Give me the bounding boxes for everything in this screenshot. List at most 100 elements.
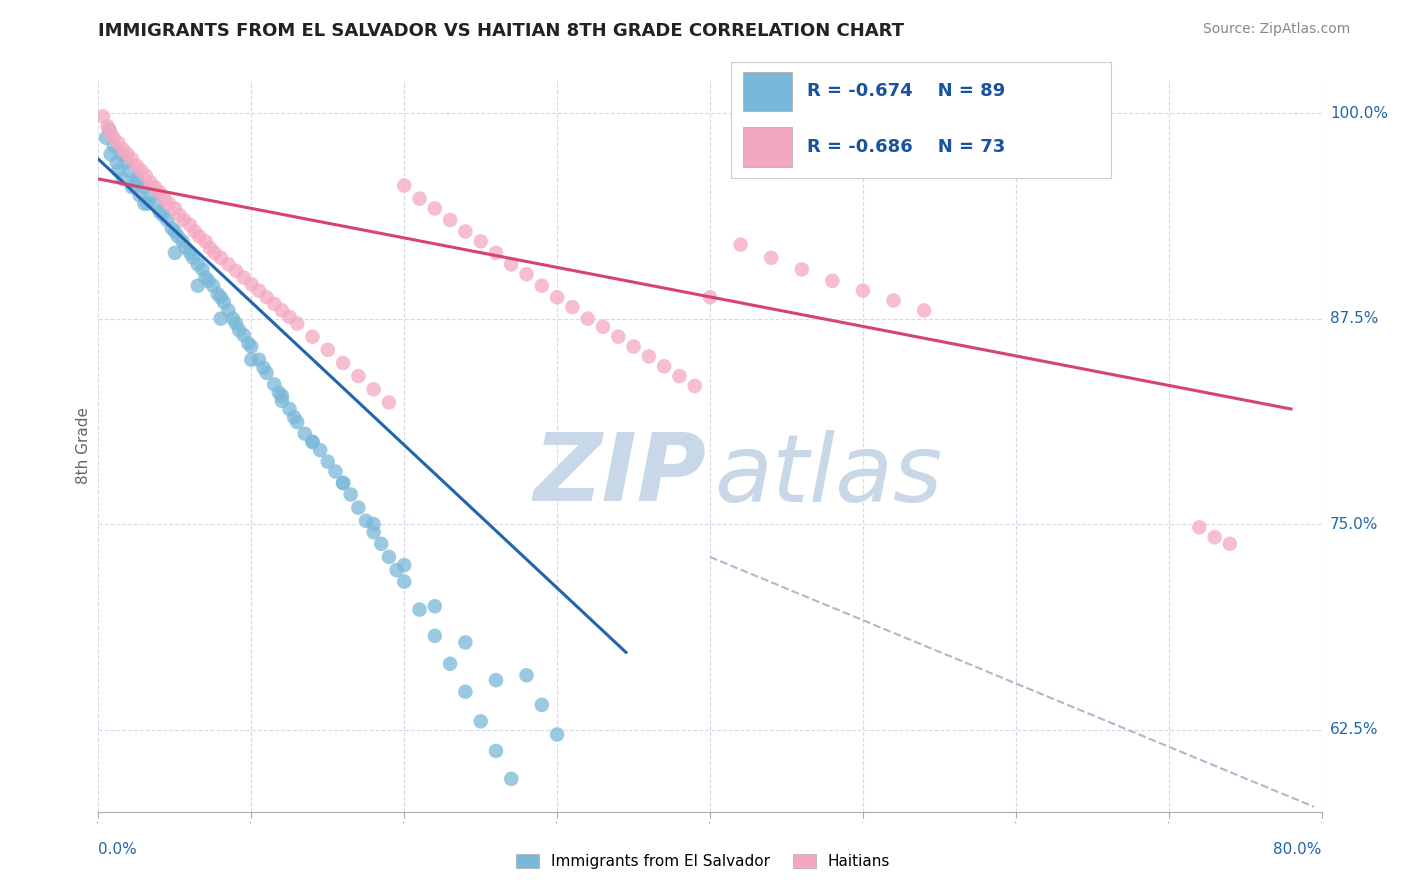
Point bbox=[139, 175, 162, 189]
Point bbox=[546, 727, 568, 741]
Point bbox=[115, 155, 138, 169]
Point bbox=[202, 278, 225, 293]
Point bbox=[652, 359, 675, 374]
Point bbox=[136, 196, 159, 211]
Point bbox=[125, 172, 148, 186]
Point bbox=[270, 393, 292, 408]
Point bbox=[191, 262, 214, 277]
Point bbox=[392, 178, 416, 193]
Point bbox=[181, 251, 204, 265]
Point bbox=[163, 245, 186, 260]
Point bbox=[439, 657, 461, 671]
Point bbox=[141, 188, 163, 202]
Point bbox=[172, 235, 194, 249]
Point bbox=[852, 284, 875, 298]
Text: ZIP: ZIP bbox=[533, 429, 706, 521]
Point bbox=[516, 267, 538, 281]
Point bbox=[117, 147, 139, 161]
Point bbox=[347, 500, 370, 515]
Point bbox=[107, 163, 129, 178]
Point bbox=[309, 443, 332, 458]
Point bbox=[454, 684, 477, 698]
Point bbox=[530, 698, 553, 712]
Point bbox=[149, 204, 172, 219]
Point bbox=[392, 558, 416, 573]
Point bbox=[637, 350, 661, 364]
Point bbox=[247, 352, 270, 367]
Point bbox=[1204, 530, 1226, 544]
Point bbox=[157, 196, 180, 211]
Point bbox=[228, 323, 250, 337]
Point bbox=[100, 126, 122, 140]
Point bbox=[152, 208, 174, 222]
Point bbox=[135, 169, 157, 183]
Point bbox=[516, 668, 538, 682]
Point bbox=[188, 229, 211, 244]
Point bbox=[169, 208, 191, 222]
Point bbox=[485, 245, 508, 260]
Point bbox=[408, 192, 430, 206]
Point bbox=[668, 369, 690, 384]
Point bbox=[423, 599, 446, 614]
Point bbox=[267, 385, 290, 400]
Point bbox=[332, 356, 354, 370]
Point bbox=[238, 336, 260, 351]
Point bbox=[125, 175, 148, 189]
Legend: Immigrants from El Salvador, Haitians: Immigrants from El Salvador, Haitians bbox=[509, 848, 897, 875]
Point bbox=[759, 251, 782, 265]
Point bbox=[301, 434, 323, 449]
Point bbox=[209, 290, 232, 304]
Point bbox=[107, 136, 129, 150]
Point bbox=[354, 514, 377, 528]
Point bbox=[184, 225, 207, 239]
Point bbox=[240, 340, 263, 354]
Point bbox=[363, 525, 385, 540]
Point bbox=[1188, 520, 1211, 534]
Point bbox=[576, 311, 599, 326]
Point bbox=[278, 402, 301, 417]
Point bbox=[378, 395, 401, 409]
Point bbox=[301, 434, 323, 449]
Point bbox=[408, 602, 430, 616]
Text: 80.0%: 80.0% bbox=[1274, 842, 1322, 857]
Point bbox=[156, 213, 179, 227]
Point bbox=[240, 277, 263, 291]
Point bbox=[179, 218, 201, 232]
Point bbox=[128, 188, 150, 202]
Text: IMMIGRANTS FROM EL SALVADOR VS HAITIAN 8TH GRADE CORRELATION CHART: IMMIGRANTS FROM EL SALVADOR VS HAITIAN 8… bbox=[98, 22, 904, 40]
Point bbox=[363, 517, 385, 532]
Point bbox=[301, 329, 323, 343]
Point bbox=[121, 180, 143, 194]
Point bbox=[118, 163, 141, 178]
Point bbox=[91, 110, 114, 124]
Point bbox=[607, 329, 630, 343]
Point bbox=[256, 366, 278, 380]
Point bbox=[363, 382, 385, 396]
Point bbox=[883, 293, 905, 308]
Text: atlas: atlas bbox=[714, 430, 942, 521]
Point bbox=[256, 290, 278, 304]
Point bbox=[167, 229, 190, 244]
Point bbox=[285, 415, 308, 429]
Point bbox=[378, 549, 401, 564]
Point bbox=[209, 251, 232, 265]
Point bbox=[423, 629, 446, 643]
Point bbox=[252, 360, 274, 375]
Point bbox=[339, 487, 361, 501]
Point bbox=[592, 319, 614, 334]
Text: 75.0%: 75.0% bbox=[1330, 516, 1378, 532]
Point bbox=[98, 122, 121, 136]
FancyBboxPatch shape bbox=[742, 71, 792, 112]
Point bbox=[270, 303, 292, 318]
Point bbox=[392, 574, 416, 589]
Point bbox=[222, 311, 245, 326]
Point bbox=[439, 213, 461, 227]
Point bbox=[225, 264, 247, 278]
Point bbox=[699, 290, 721, 304]
Point bbox=[121, 152, 143, 166]
Point bbox=[278, 310, 301, 324]
Point bbox=[454, 225, 477, 239]
Point bbox=[485, 744, 508, 758]
Point bbox=[111, 172, 134, 186]
Point bbox=[94, 130, 117, 145]
